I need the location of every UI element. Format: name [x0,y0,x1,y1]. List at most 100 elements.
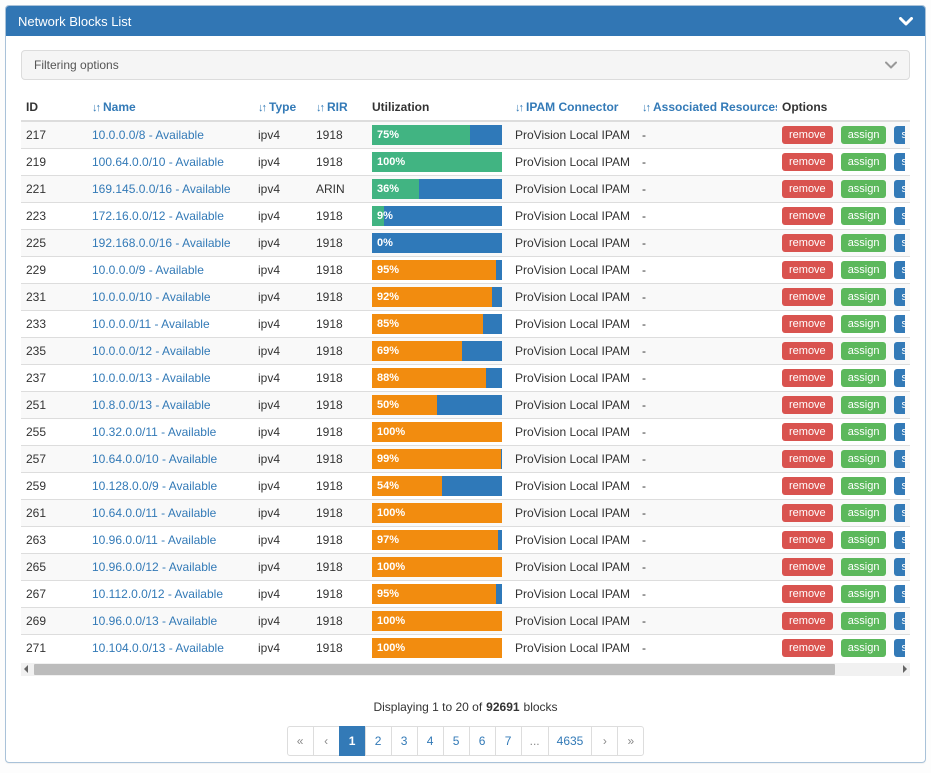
block-name-link[interactable]: 10.0.0.0/10 - Available [92,290,211,304]
block-name-link[interactable]: 10.0.0.0/9 - Available [92,263,204,277]
assign-button[interactable]: assign [840,612,887,630]
assign-button[interactable]: assign [840,234,887,252]
block-name-link[interactable]: 10.96.0.0/12 - Available [92,560,218,574]
assign-button[interactable]: assign [840,369,887,387]
page-button-1[interactable]: 1 [338,725,366,756]
remove-button[interactable]: remove [782,423,833,441]
sync-button[interactable]: sync [894,612,905,630]
page-button--[interactable]: › [591,725,619,756]
sync-button[interactable]: sync [894,504,905,522]
column-header-rir[interactable]: ↓↑ RIR [311,94,367,122]
block-name-link[interactable]: 10.128.0.0/9 - Available [92,479,218,493]
block-name-link[interactable]: 10.0.0.0/13 - Available [92,371,211,385]
remove-button[interactable]: remove [782,612,833,630]
assign-button[interactable]: assign [840,342,887,360]
block-name-link[interactable]: 10.64.0.0/11 - Available [92,506,217,520]
column-header-name[interactable]: ↓↑ Name [87,94,253,122]
sync-button[interactable]: sync [894,180,905,198]
page-button-5[interactable]: 5 [442,725,470,756]
remove-button[interactable]: remove [782,315,833,333]
assign-button[interactable]: assign [840,477,887,495]
block-name-link[interactable]: 100.64.0.0/10 - Available [92,155,224,169]
panel-collapse-button[interactable] [899,16,913,26]
page-button--[interactable]: ... [520,725,549,756]
remove-button[interactable]: remove [782,126,833,144]
scrollbar-thumb[interactable] [34,663,835,675]
sync-button[interactable]: sync [894,369,905,387]
page-button--[interactable]: « [286,725,314,756]
remove-button[interactable]: remove [782,477,833,495]
block-name-link[interactable]: 10.112.0.0/12 - Available [92,587,223,601]
scroll-left-arrow-icon[interactable] [24,665,28,673]
block-name-link[interactable]: 10.0.0.0/8 - Available [92,128,204,142]
remove-button[interactable]: remove [782,504,833,522]
block-name-link[interactable]: 10.0.0.0/11 - Available [92,317,210,331]
page-button-4635[interactable]: 4635 [547,725,593,756]
page-button-2[interactable]: 2 [364,725,392,756]
sync-button[interactable]: sync [894,288,905,306]
assign-button[interactable]: assign [840,423,887,441]
assign-button[interactable]: assign [840,558,887,576]
page-button-4[interactable]: 4 [416,725,444,756]
block-name-link[interactable]: 10.8.0.0/13 - Available [92,398,211,412]
block-name-link[interactable]: 10.64.0.0/10 - Available [92,452,218,466]
column-header-associated-resources[interactable]: ↓↑ Associated Resources [637,94,777,122]
page-button--[interactable]: » [617,725,645,756]
horizontal-scrollbar[interactable] [21,662,910,676]
block-name-link[interactable]: 10.0.0.0/12 - Available [92,344,211,358]
page-button--[interactable]: ‹ [312,725,340,756]
sync-button[interactable]: sync [894,261,905,279]
page-button-6[interactable]: 6 [468,725,496,756]
assign-button[interactable]: assign [840,531,887,549]
sync-button[interactable]: sync [894,477,905,495]
assign-button[interactable]: assign [840,207,887,225]
sync-button[interactable]: sync [894,558,905,576]
remove-button[interactable]: remove [782,558,833,576]
column-header-type[interactable]: ↓↑ Type [253,94,311,122]
block-name-link[interactable]: 10.32.0.0/11 - Available [92,425,217,439]
sync-button[interactable]: sync [894,234,905,252]
remove-button[interactable]: remove [782,207,833,225]
assign-button[interactable]: assign [840,639,887,658]
assign-button[interactable]: assign [840,261,887,279]
sync-button[interactable]: sync [894,423,905,441]
column-header-ipam-connector[interactable]: ↓↑ IPAM Connector [510,94,637,122]
remove-button[interactable]: remove [782,639,833,658]
sync-button[interactable]: sync [894,126,905,144]
block-name-link[interactable]: 192.168.0.0/16 - Available [92,236,231,250]
block-name-link[interactable]: 10.96.0.0/13 - Available [92,614,218,628]
sync-button[interactable]: sync [894,585,905,603]
remove-button[interactable]: remove [782,288,833,306]
sync-button[interactable]: sync [894,207,905,225]
remove-button[interactable]: remove [782,531,833,549]
assign-button[interactable]: assign [840,585,887,603]
assign-button[interactable]: assign [840,504,887,522]
sync-button[interactable]: sync [894,450,905,468]
scroll-right-arrow-icon[interactable] [903,665,907,673]
remove-button[interactable]: remove [782,342,833,360]
remove-button[interactable]: remove [782,261,833,279]
assign-button[interactable]: assign [840,315,887,333]
assign-button[interactable]: assign [840,153,887,171]
remove-button[interactable]: remove [782,234,833,252]
remove-button[interactable]: remove [782,396,833,414]
block-name-link[interactable]: 169.145.0.0/16 - Available [92,182,231,196]
block-name-link[interactable]: 172.16.0.0/12 - Available [92,209,224,223]
sync-button[interactable]: sync [894,531,905,549]
assign-button[interactable]: assign [840,126,887,144]
assign-button[interactable]: assign [840,288,887,306]
remove-button[interactable]: remove [782,585,833,603]
sync-button[interactable]: sync [894,342,905,360]
sync-button[interactable]: sync [894,153,905,171]
assign-button[interactable]: assign [840,450,887,468]
block-name-link[interactable]: 10.104.0.0/13 - Available [92,641,224,656]
remove-button[interactable]: remove [782,180,833,198]
sync-button[interactable]: sync [894,315,905,333]
assign-button[interactable]: assign [840,180,887,198]
page-button-3[interactable]: 3 [390,725,418,756]
page-button-7[interactable]: 7 [494,725,522,756]
remove-button[interactable]: remove [782,369,833,387]
sync-button[interactable]: sync [894,396,905,414]
remove-button[interactable]: remove [782,153,833,171]
block-name-link[interactable]: 10.96.0.0/11 - Available [92,533,217,547]
